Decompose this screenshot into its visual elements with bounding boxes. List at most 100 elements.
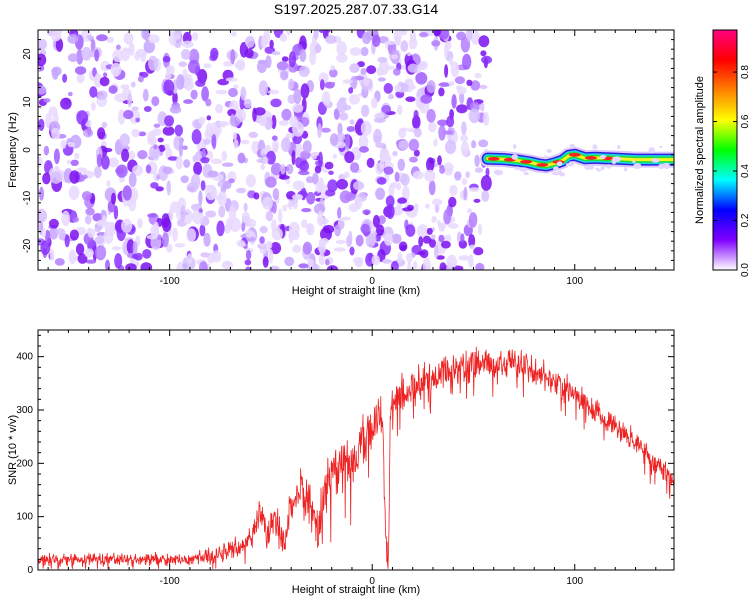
- noise-blob: [55, 38, 64, 52]
- noise-blob: [460, 134, 469, 142]
- noise-blob: [337, 207, 342, 219]
- noise-blob: [358, 134, 369, 150]
- noise-blob: [183, 159, 191, 168]
- noise-blob: [201, 86, 210, 102]
- noise-blob: [456, 31, 467, 41]
- noise-blob: [161, 232, 169, 248]
- noise-blob: [349, 119, 355, 125]
- noise-blob: [449, 56, 453, 66]
- noise-blob: [245, 266, 252, 270]
- trace-speckle: [651, 158, 660, 163]
- noise-blob: [234, 62, 245, 69]
- noise-blob: [469, 187, 480, 193]
- noise-blob: [107, 157, 119, 168]
- noise-blob: [444, 167, 453, 176]
- trace-speckle: [494, 169, 504, 176]
- noise-blob: [388, 94, 394, 100]
- noise-blob: [391, 54, 398, 60]
- noise-blob: [459, 91, 465, 105]
- noise-blob: [443, 130, 454, 135]
- noise-blob: [244, 35, 255, 48]
- noise-blob: [372, 214, 380, 228]
- noise-blob: [180, 175, 189, 184]
- noise-blob: [419, 32, 429, 38]
- noise-blob: [210, 188, 217, 199]
- noise-blob: [306, 176, 314, 184]
- noise-blob: [42, 172, 51, 185]
- noise-blob: [343, 171, 350, 179]
- noise-blob: [331, 81, 336, 86]
- noise-blob: [286, 164, 294, 175]
- noise-blob: [454, 76, 465, 85]
- noise-blob: [362, 209, 371, 215]
- noise-blob: [394, 84, 402, 92]
- noise-blob: [74, 66, 87, 75]
- noise-blob: [206, 115, 212, 121]
- noise-blob: [480, 102, 485, 112]
- noise-blob: [409, 156, 418, 163]
- noise-blob: [307, 258, 314, 267]
- noise-blob: [407, 261, 412, 270]
- y-tick-label: 0: [27, 565, 33, 576]
- noise-blob: [433, 138, 438, 147]
- noise-blob: [318, 151, 323, 168]
- noise-blob: [74, 152, 80, 160]
- y-tick-label: 20: [22, 48, 33, 60]
- noise-blob: [385, 195, 395, 208]
- noise-blob: [121, 148, 130, 162]
- noise-blob: [272, 188, 280, 201]
- noise-blob: [397, 252, 403, 263]
- noise-blob: [366, 157, 375, 168]
- noise-blob: [174, 30, 182, 40]
- noise-blob: [192, 155, 197, 163]
- noise-blob: [466, 30, 473, 42]
- noise-blob: [398, 241, 408, 252]
- noise-blob: [92, 213, 104, 222]
- noise-blob: [230, 49, 236, 65]
- noise-blob: [134, 51, 141, 61]
- noise-blob: [54, 258, 65, 266]
- noise-blob: [339, 97, 347, 102]
- noise-blob: [127, 93, 133, 108]
- noise-blob: [471, 30, 481, 45]
- noise-blob: [461, 178, 468, 186]
- noise-blob: [195, 79, 206, 87]
- noise-blob: [260, 34, 268, 49]
- noise-blob: [93, 73, 103, 88]
- colorbar-tick-label: 0.6: [740, 114, 750, 128]
- noise-blob: [467, 208, 473, 214]
- noise-blob: [67, 33, 79, 44]
- colorbar-tick-label: 0.2: [740, 213, 750, 227]
- noise-blob: [85, 214, 92, 225]
- noise-blob: [182, 145, 188, 150]
- noise-blob: [299, 160, 309, 172]
- noise-blob: [477, 223, 483, 236]
- trace-speckle: [556, 161, 563, 167]
- noise-blob: [319, 79, 325, 91]
- trace-peak: [520, 160, 533, 164]
- noise-blob: [478, 35, 490, 48]
- noise-blob: [89, 86, 98, 98]
- noise-blob: [292, 244, 302, 253]
- noise-blob: [376, 177, 387, 185]
- noise-blob: [70, 210, 76, 220]
- noise-blob: [178, 141, 183, 157]
- noise-blob: [375, 187, 386, 200]
- noise-blob: [192, 32, 199, 41]
- colorbar-tick-label: 0.8: [740, 65, 750, 79]
- trace-speckle: [585, 165, 595, 170]
- noise-blob: [166, 243, 173, 253]
- trace-speckle: [568, 161, 575, 166]
- noise-blob: [186, 228, 197, 243]
- noise-blob: [180, 205, 186, 222]
- noise-blob: [293, 88, 302, 105]
- noise-blob: [155, 186, 164, 192]
- noise-blob: [226, 261, 231, 266]
- noise-blob: [404, 52, 413, 68]
- noise-blob: [395, 90, 405, 98]
- noise-blob: [111, 192, 116, 205]
- noise-blob: [405, 224, 416, 237]
- noise-blob: [221, 162, 234, 167]
- noise-blob: [175, 156, 183, 170]
- noise-blob: [106, 36, 114, 44]
